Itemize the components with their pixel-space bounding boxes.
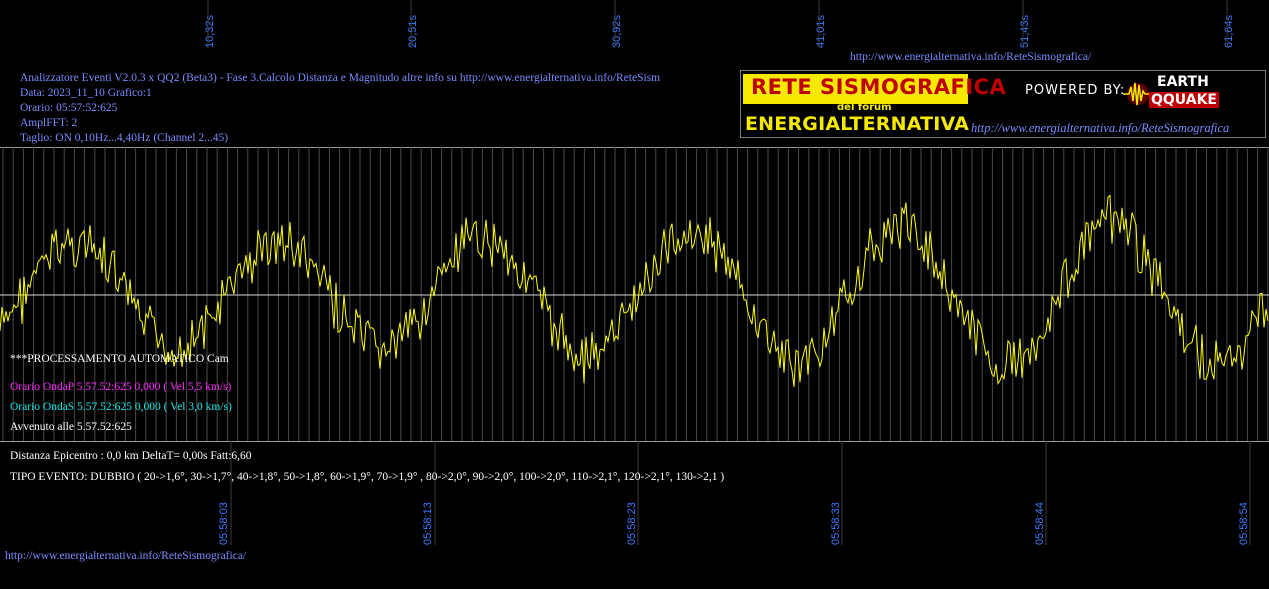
logo-rete-text: RETE SISMOGRAFICA [751,75,1007,99]
event-time: Avvenuto alle 5.57.52:625 [10,421,132,433]
date-info: Data: 2023_11_10 Grafico:1 [20,87,152,99]
logo-qquake: QQUAKE [1149,92,1219,108]
seismogram-icon [1123,82,1153,106]
logo-energialternativa: ENERGIALTERNATIVA [745,113,970,135]
filter-info: Taglio: ON 0,10Hz...4,40Hz (Channel 2...… [20,132,229,144]
bottom-time-tick: 05:58:23 [626,502,638,545]
logo-del-forum: del forum [837,102,892,113]
logo-earth: EARTH [1157,74,1209,90]
footer-url-link[interactable]: http://www.energialternativa.info/ReteSi… [5,550,247,562]
bottom-time-tick: 05:58:13 [422,502,434,545]
plot-bottom-border [0,441,1269,442]
bottom-time-tick: 05:58:03 [218,502,230,545]
seismic-trace [0,194,1269,387]
logo-url-link[interactable]: http://www.energialternativa.info/ReteSi… [971,121,1230,135]
amplfft-info: AmplFFT: 2 [20,117,78,129]
processing-label: ***PROCESSAMENTO AUTOMATICO Cam [10,353,229,365]
time-info: Orario: 05:57:52:625 [20,102,118,114]
onda-p-time: Orario OndaP 5.57.52:625 0,000 ( Vel 5,5… [10,381,232,393]
event-type: TIPO EVENTO: DUBBIO ( 20->1,6°, 30->1,7°… [10,471,725,483]
rete-sismografica-logo: RETE SISMOGRAFICA del forum ENERGIALTERN… [740,70,1266,138]
onda-s-time: Orario OndaS 5.57.52:625 0,000 ( Vel 3,0… [10,401,232,413]
bottom-time-tick: 05:58:33 [830,502,842,545]
bottom-time-tick: 05:58:44 [1034,502,1046,545]
bottom-time-tick: 05:58:54 [1238,502,1250,545]
logo-title-background [743,74,968,104]
logo-powered-by: POWERED BY: [1025,83,1126,98]
epicenter-distance: Distanza Epicentro : 0,0 km DeltaT= 0,00… [10,450,252,462]
plot-top-border [0,147,1269,148]
app-title: Analizzatore Eventi V2.0.3 x QQ2 (Beta3)… [20,72,661,84]
url-top-link[interactable]: http://www.energialternativa.info/ReteSi… [850,51,1092,63]
